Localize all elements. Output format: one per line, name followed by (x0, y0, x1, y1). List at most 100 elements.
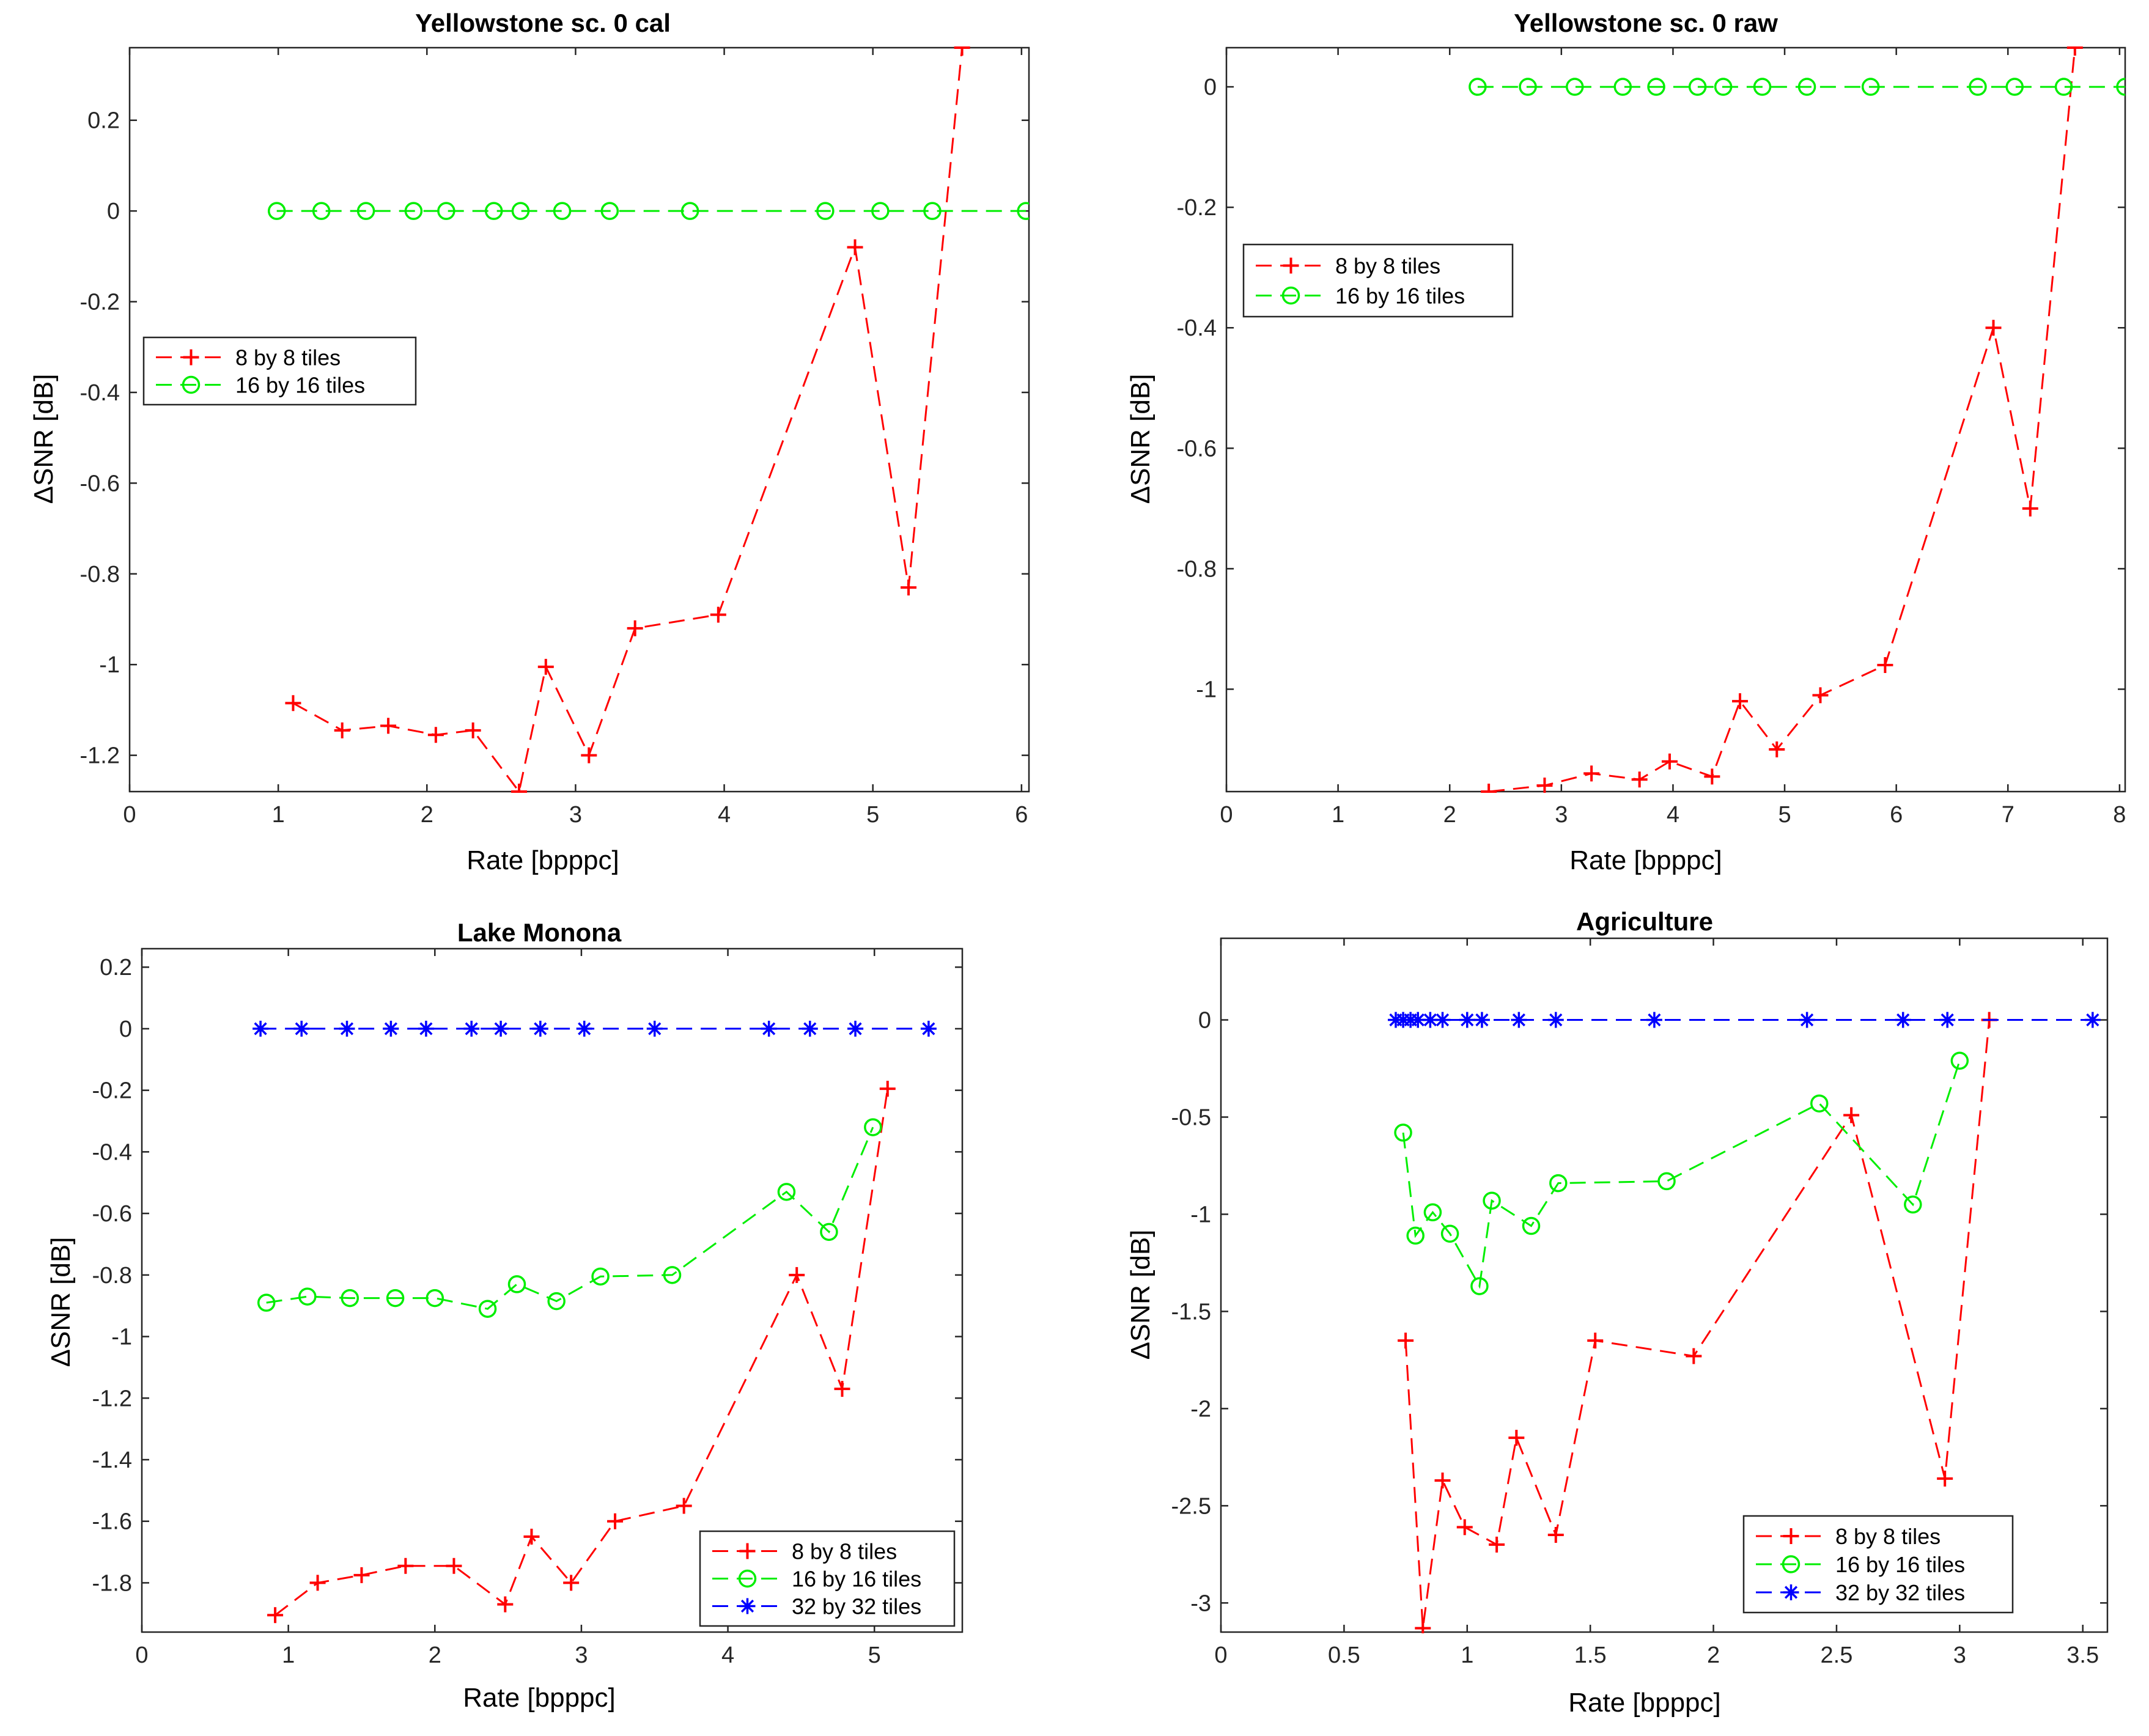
x-tick-label: 3.5 (2066, 1642, 2099, 1668)
data-point (386, 1289, 405, 1308)
data-point (2022, 500, 2038, 517)
data-point (478, 1300, 497, 1318)
x-tick-label: 2 (1443, 802, 1456, 828)
data-point (1631, 771, 1648, 788)
series-group (1469, 46, 2125, 793)
data-point (1440, 1224, 1459, 1243)
data-point (1985, 320, 2002, 336)
data-point (1423, 1203, 1442, 1222)
data-point (1481, 784, 1497, 793)
data-point (1769, 741, 1785, 758)
y-tick-label: -2.5 (1171, 1493, 1211, 1519)
data-point (267, 1607, 284, 1624)
x-tick-label: 2 (1707, 1642, 1720, 1668)
legend-label: 8 by 8 tiles (1335, 254, 1440, 279)
y-tick-label: -1 (1190, 1202, 1211, 1227)
legend-label: 8 by 8 tiles (792, 1539, 897, 1564)
data-point (1565, 78, 1584, 96)
data-point (802, 1020, 818, 1037)
y-tick-label: -0.2 (92, 1078, 132, 1104)
data-point (1877, 657, 1893, 674)
x-axis-label: Rate [bpppc] (1568, 1688, 1721, 1718)
panel-agriculture: Agriculture Rate [bpppc] ΔSNR [dB] 0 0.5 1… (1126, 907, 2109, 1718)
series-group (1387, 1012, 2101, 1633)
data-point (1937, 1470, 1953, 1487)
data-point (285, 695, 301, 712)
x-tick-label: 3 (575, 1642, 588, 1668)
data-point (1843, 1107, 1860, 1124)
data-point (537, 658, 554, 675)
y-tick-label: -1.2 (92, 1386, 132, 1411)
data-point (1753, 78, 1772, 96)
y-tick-label: -0.8 (1177, 556, 1217, 582)
data-point (834, 1381, 850, 1397)
y-tick-label: 0.2 (87, 108, 120, 134)
legend-label: 8 by 8 tiles (1835, 1524, 1941, 1549)
data-point (1861, 78, 1880, 96)
series-line (266, 1127, 874, 1310)
data-point (1950, 1051, 1969, 1070)
axes-frame (1225, 46, 2126, 793)
data-point (600, 202, 619, 220)
x-axis-label: Rate [bpppc] (1569, 845, 1722, 875)
data-point (646, 1020, 663, 1037)
data-point (257, 1293, 276, 1312)
data-point (553, 202, 572, 220)
data-point (1782, 1555, 1801, 1573)
data-point (738, 1569, 757, 1588)
data-point (1434, 1473, 1451, 1489)
data-point (1583, 765, 1600, 782)
chart-title: Yellowstone sc. 0 raw (1514, 9, 1778, 37)
data-point (2054, 78, 2073, 96)
axes-frame (141, 947, 964, 1633)
data-point (1422, 1012, 1439, 1028)
data-point (1459, 1012, 1475, 1028)
data-point (739, 1543, 756, 1559)
x-tick-label: 0 (135, 1642, 148, 1668)
y-tick-label: -1.2 (80, 743, 120, 769)
data-point (383, 1020, 399, 1037)
data-point (404, 202, 423, 220)
data-point (1281, 286, 1300, 305)
data-point (511, 784, 528, 793)
y-tick-label: -1.4 (92, 1447, 132, 1473)
data-point (1536, 778, 1553, 793)
data-point (356, 202, 375, 220)
y-tick-label: 0 (119, 1017, 132, 1042)
data-point (446, 1558, 462, 1574)
data-point (426, 1289, 444, 1308)
data-point (182, 375, 201, 394)
data-point (871, 202, 890, 220)
panel-yellowstone-raw: Yellowstone sc. 0 raw Rate [bpppc] ΔSNR … (1126, 9, 2126, 875)
axes-frame (1220, 937, 2109, 1633)
x-tick-label: 1 (282, 1642, 295, 1668)
data-point (1732, 693, 1748, 710)
data-point (680, 202, 699, 220)
legend-label: 32 by 32 tiles (1835, 1580, 1965, 1605)
x-tick-label: 6 (1015, 802, 1028, 828)
y-tick-label: -0.4 (80, 380, 120, 406)
x-tick-label: 0 (1220, 802, 1233, 828)
data-point (418, 1020, 434, 1037)
data-point (334, 722, 350, 738)
legend-label: 16 by 16 tiles (235, 373, 365, 398)
x-tick-label: 0 (123, 802, 136, 828)
data-point (581, 747, 597, 763)
x-tick-label: 2 (429, 1642, 441, 1668)
data-point (627, 620, 643, 636)
plot-area: 0 0.5 1 1.5 2 2.5 3 3.5 0 -0.5 -1 -1.5 -2 -2.5 -3 8 by … (1171, 937, 2109, 1668)
data-point (1410, 1012, 1426, 1028)
data-point (183, 349, 199, 366)
data-point (1508, 1430, 1525, 1446)
x-tick-label: 0 (1214, 1642, 1227, 1668)
y-tick-label: -0.6 (80, 471, 120, 496)
y-tick-label: -0.8 (92, 1263, 132, 1289)
data-point (493, 1020, 509, 1037)
data-point (353, 1567, 370, 1583)
data-point (547, 1292, 566, 1311)
data-point (1613, 78, 1632, 96)
data-point (309, 1575, 326, 1591)
legend-box (1242, 243, 1514, 318)
data-point (1473, 1012, 1490, 1028)
